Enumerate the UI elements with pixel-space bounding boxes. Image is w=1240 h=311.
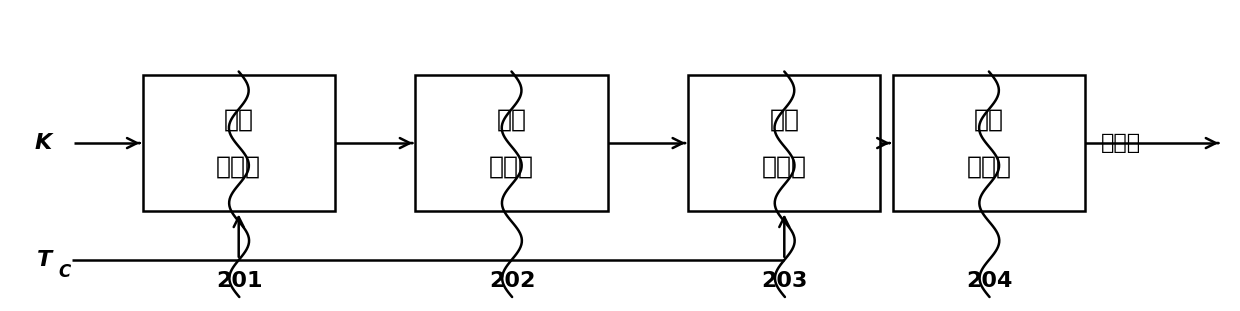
- Text: K: K: [35, 133, 52, 153]
- Text: 波形: 波形: [496, 108, 527, 132]
- Text: 三角波: 三角波: [1101, 133, 1141, 153]
- Bar: [143, 75, 335, 211]
- Text: 204: 204: [966, 272, 1013, 291]
- Bar: [415, 75, 608, 211]
- Text: C: C: [58, 263, 71, 281]
- Text: 低通: 低通: [973, 108, 1004, 132]
- Text: 相位: 相位: [223, 108, 254, 132]
- Text: 滤波器: 滤波器: [966, 154, 1012, 179]
- Text: 202: 202: [489, 272, 536, 291]
- Text: 203: 203: [761, 272, 808, 291]
- Text: 存储器: 存储器: [489, 154, 534, 179]
- Text: 累加器: 累加器: [216, 154, 262, 179]
- Bar: [688, 75, 880, 211]
- Text: T: T: [37, 250, 52, 270]
- Text: 数模: 数模: [769, 108, 800, 132]
- Text: 转换器: 转换器: [761, 154, 807, 179]
- Text: 201: 201: [216, 272, 263, 291]
- Bar: [893, 75, 1085, 211]
